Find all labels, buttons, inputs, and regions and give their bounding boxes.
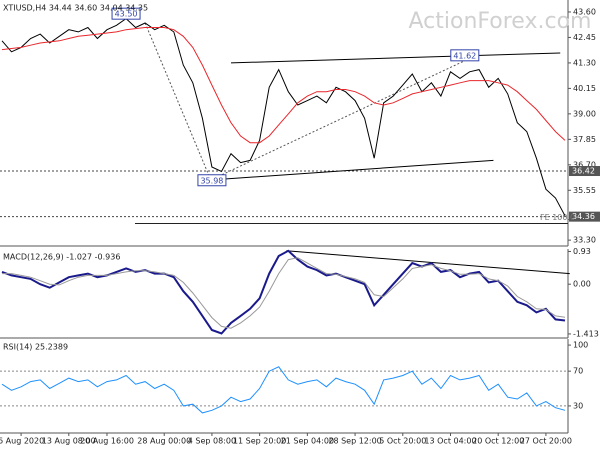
price-label: 43.50 (115, 10, 138, 19)
series-line (1, 17, 566, 217)
y-tick-label: 30 (573, 401, 583, 410)
y-tick-label: 100 (573, 341, 588, 350)
x-tick-label: 6 Aug 2020 (0, 437, 44, 446)
y-tick-label: 41.30 (573, 58, 596, 67)
trendline (231, 52, 561, 64)
trendline (144, 22, 211, 179)
y-tick-label: 33.30 (573, 236, 596, 245)
price-label-box (450, 49, 480, 62)
panel-title: RSI(14) 25.2389 (3, 343, 68, 352)
series-line (1, 27, 566, 144)
x-tick-label: 28 Aug 00:00 (137, 437, 191, 446)
y-tick-label: 35.55 (573, 186, 596, 195)
level-label: 36.42 (572, 167, 595, 176)
series-line (1, 249, 566, 335)
x-tick-label: 4 Sep 08:00 (188, 437, 236, 446)
x-tick-label: 21 Sep 04:00 (281, 437, 334, 446)
series-line (2, 257, 566, 329)
y-tick-label: 70 (573, 367, 583, 376)
x-tick-label: 27 Oct 20:00 (520, 437, 572, 446)
trendline (205, 159, 494, 181)
y-tick-label: 39.00 (573, 109, 596, 118)
series-line (1, 366, 566, 414)
y-tick-label: 0.00 (573, 280, 591, 289)
watermark: ActionForex.com (409, 9, 592, 34)
x-tick-label: 11 Sep 20:00 (233, 437, 286, 446)
level-box (569, 166, 600, 177)
x-tick-label: 28 Sep 12:00 (328, 437, 381, 446)
y-tick-label: 37.85 (573, 135, 596, 144)
panel-title: MACD(12,26,9) -1.027 -0.936 (3, 253, 120, 262)
price-label-box (111, 7, 141, 20)
x-tick-label: 13 Oct 04:00 (424, 437, 476, 446)
fe-label: FE 100.0 (540, 213, 575, 222)
y-tick-label: 0.93 (573, 247, 591, 256)
price-label: 35.98 (200, 176, 223, 185)
x-tick-label: 5 Oct 20:00 (379, 437, 426, 446)
price-label: 41.62 (453, 51, 476, 60)
level-box (569, 211, 600, 222)
price-label-box (197, 174, 227, 187)
y-tick-label: 36.70 (573, 160, 596, 169)
level-label: 34.36 (572, 212, 595, 221)
y-tick-label: 43.60 (573, 7, 596, 16)
y-tick-label: 40.15 (573, 84, 596, 93)
y-tick-label: 42.45 (573, 33, 596, 42)
y-tick-label: -1.413 (573, 329, 599, 338)
panel-title: XTIUSD,H4 34.44 34.60 34.04 34.35 (3, 4, 148, 13)
x-tick-label: 20 Aug 16:00 (80, 437, 134, 446)
x-tick-label: 20 Oct 12:00 (472, 437, 524, 446)
trendline (286, 250, 570, 275)
x-tick-label: 13 Aug 08:00 (42, 437, 96, 446)
